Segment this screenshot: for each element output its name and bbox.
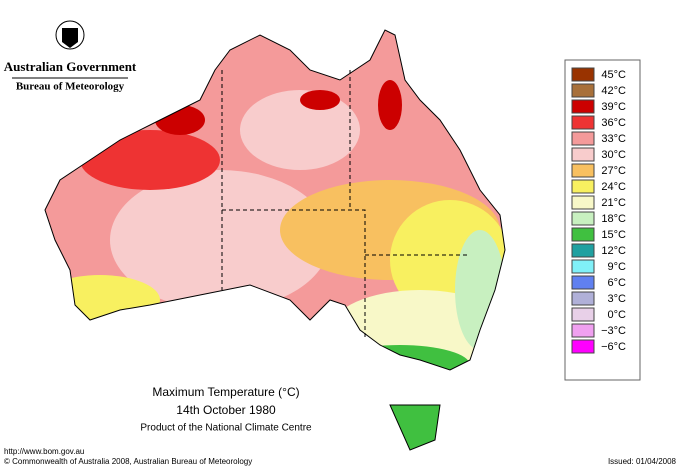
legend-swatch <box>571 307 595 322</box>
legend-label: 42°C <box>601 85 626 97</box>
legend-swatch <box>571 243 595 258</box>
legend-label: 30°C <box>601 149 626 161</box>
legend-label: 3°C <box>608 293 627 305</box>
bureau: Bureau of Meteorology <box>16 81 125 93</box>
legend-label: 45°C <box>601 69 626 81</box>
legend-label: 18°C <box>601 213 626 225</box>
map-title: Maximum Temperature (°C) <box>152 385 299 399</box>
legend-swatch <box>571 99 595 114</box>
legend-label: 27°C <box>601 165 626 177</box>
legend-label: 24°C <box>601 181 626 193</box>
legend-swatch <box>571 147 595 162</box>
legend-label: 21°C <box>601 197 626 209</box>
legend-label: 6°C <box>608 277 627 289</box>
legend-swatch <box>571 323 595 338</box>
tasmania <box>389 404 441 451</box>
legend-swatch <box>571 179 595 194</box>
legend-swatch <box>571 195 595 210</box>
legend-swatch <box>571 115 595 130</box>
legend-swatch <box>571 83 595 98</box>
legend-swatch <box>571 339 595 354</box>
legend-swatch <box>571 291 595 306</box>
legend: 45°C 42°C 39°C 36°C 33°C 30°C 27°C 24°C 21°C 18°C… <box>564 59 641 381</box>
legend-label: −3°C <box>601 325 626 337</box>
copyright: © Commonwealth of Australia 2008, Austra… <box>4 457 252 466</box>
crest <box>55 20 85 50</box>
product: Product of the National Climate Centre <box>140 423 312 434</box>
legend-swatch <box>571 131 595 146</box>
legend-swatch <box>571 211 595 226</box>
legend-label: 36°C <box>601 117 626 129</box>
legend-label: 39°C <box>601 101 626 113</box>
url: http://www.bom.gov.au <box>4 447 84 456</box>
legend-label: 12°C <box>601 245 626 257</box>
legend-label: 33°C <box>601 133 626 145</box>
legend-swatch <box>571 259 595 274</box>
legend-label: −6°C <box>601 341 626 353</box>
legend-swatch <box>571 275 595 290</box>
government: Australian Government <box>4 59 137 74</box>
legend-label: 0°C <box>608 309 627 321</box>
legend-swatch <box>571 227 595 242</box>
legend-swatch <box>571 163 595 178</box>
legend-label: 9°C <box>608 261 627 273</box>
map-date: 14th October 1980 <box>176 403 276 417</box>
legend-label: 15°C <box>601 229 626 241</box>
legend-swatch <box>571 67 595 82</box>
issued: Issued: 01/04/2008 <box>608 457 677 466</box>
